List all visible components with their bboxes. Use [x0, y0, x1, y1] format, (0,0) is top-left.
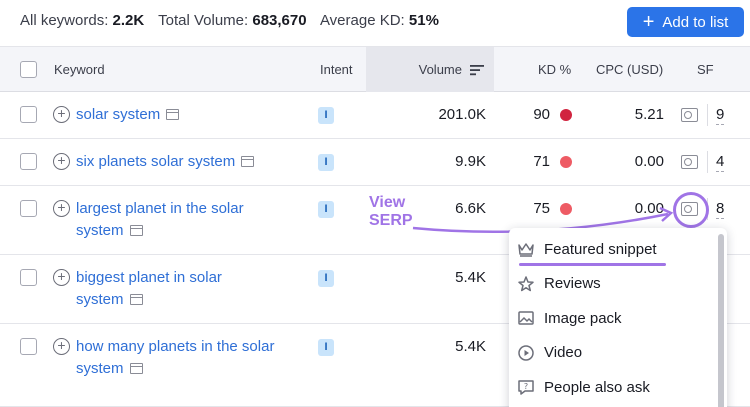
featured-snippet-underline — [519, 263, 666, 266]
serp-feature-item[interactable]: Video — [517, 338, 582, 368]
add-to-list-button[interactable]: + Add to list — [627, 7, 744, 37]
serp-feature-item[interactable]: Featured snippet — [517, 234, 657, 264]
serp-feature-label: Image pack — [544, 309, 622, 327]
add-keyword-icon[interactable]: + — [53, 200, 70, 217]
view-serp-icon[interactable] — [681, 108, 698, 122]
keyword-line: largest planet in the solar — [76, 200, 244, 217]
play-icon — [517, 344, 535, 362]
keywords-count: 2.2K — [112, 12, 145, 29]
serp-feature-item[interactable]: Reviews — [517, 269, 601, 299]
open-tab-icon[interactable] — [129, 294, 143, 305]
view-serp-line1: View — [369, 194, 406, 211]
keyword-link[interactable]: six planets solar system — [76, 151, 306, 173]
keyword-line: biggest planet in solar — [76, 269, 222, 286]
table-row: + solar system I 201.0K 90 5.21 9 — [0, 92, 750, 139]
keyword-line: six planets solar system — [76, 153, 236, 170]
column-volume-label: Volume — [418, 62, 462, 77]
add-keyword-icon[interactable]: + — [53, 106, 70, 123]
keywords-label: All keywords: — [20, 12, 109, 29]
open-tab-icon[interactable] — [241, 156, 255, 167]
select-all-checkbox[interactable] — [20, 61, 37, 78]
column-kd[interactable]: KD % — [538, 62, 572, 77]
table-row: + six planets solar system I 9.9K 71 0.0… — [0, 139, 750, 186]
serp-feature-item[interactable]: Image pack — [517, 303, 622, 333]
serp-feature-label: People also ask — [544, 378, 650, 396]
table-header: Keyword Intent Volume KD % CPC (USD) SF — [0, 46, 750, 92]
kd-value: 90 — [533, 106, 550, 123]
average-kd: 51% — [408, 12, 439, 29]
intent-badge: I — [318, 107, 334, 124]
open-tab-icon[interactable] — [129, 225, 143, 236]
dropdown-scrollbar[interactable] — [718, 234, 724, 407]
volume-value: 5.4K — [455, 338, 486, 355]
star-icon — [517, 275, 535, 293]
keyword-link[interactable]: solar system — [76, 104, 306, 126]
column-volume[interactable]: Volume — [366, 47, 494, 92]
keyword-link[interactable]: largest planet in the solar system — [76, 198, 306, 242]
serp-feature-label: Reviews — [544, 275, 601, 292]
cpc-value: 5.21 — [634, 106, 664, 123]
serp-feature-label: Featured snippet — [544, 240, 657, 258]
view-serp-line2: SERP — [369, 212, 413, 229]
column-keyword[interactable]: Keyword — [54, 62, 105, 77]
row-checkbox[interactable] — [20, 269, 37, 286]
sf-count[interactable]: 9 — [716, 106, 725, 125]
keyword-line: system — [76, 291, 124, 308]
intent-badge: I — [318, 154, 334, 171]
kd-value: 71 — [533, 153, 550, 170]
question-icon: ? — [517, 378, 535, 396]
crown-icon — [517, 240, 535, 258]
sf-count[interactable]: 4 — [716, 153, 725, 172]
plus-icon: + — [642, 11, 655, 33]
sf-divider — [707, 151, 708, 173]
kd-difficulty-dot — [560, 156, 572, 168]
intent-badge: I — [318, 201, 334, 218]
add-to-list-label: Add to list — [662, 13, 729, 31]
intent-badge: I — [318, 339, 334, 356]
sf-divider — [707, 104, 708, 126]
cpc-value: 0.00 — [634, 153, 664, 170]
kd-difficulty-dot — [560, 109, 572, 121]
view-serp-annotation: View SERP — [369, 194, 413, 230]
volume-value: 6.6K — [455, 200, 486, 217]
serp-feature-label: Video — [544, 344, 583, 361]
svg-text:?: ? — [524, 382, 528, 391]
add-keyword-icon[interactable]: + — [53, 269, 70, 286]
sf-count[interactable]: 8 — [716, 200, 725, 219]
open-tab-icon[interactable] — [129, 363, 143, 374]
intent-badge: I — [318, 270, 334, 287]
keyword-link[interactable]: how many planets in the solar system — [76, 336, 306, 380]
keyword-line: how many planets in the solar — [76, 338, 275, 355]
total-volume: 683,670 — [252, 12, 307, 29]
serp-highlight-ring — [673, 192, 709, 228]
keyword-line: solar system — [76, 106, 161, 123]
keyword-line: system — [76, 360, 124, 377]
kd-label: Average KD: — [319, 12, 405, 29]
column-intent[interactable]: Intent — [320, 62, 353, 77]
view-serp-icon[interactable] — [681, 155, 698, 169]
cpc-value: 0.00 — [634, 200, 664, 217]
volume-value: 5.4K — [455, 269, 486, 286]
row-checkbox[interactable] — [20, 106, 37, 123]
column-sf[interactable]: SF — [697, 62, 714, 77]
volume-value: 9.9K — [455, 153, 486, 170]
keyword-line: system — [76, 222, 124, 239]
keyword-link[interactable]: biggest planet in solar system — [76, 267, 306, 311]
image-icon — [517, 309, 535, 327]
open-tab-icon[interactable] — [166, 109, 180, 120]
row-checkbox[interactable] — [20, 338, 37, 355]
row-checkbox[interactable] — [20, 153, 37, 170]
kd-difficulty-dot — [560, 203, 572, 215]
kd-value: 75 — [533, 200, 550, 217]
serp-features-dropdown: Featured snippet Reviews Image pack Vide… — [509, 228, 727, 407]
summary-bar: All keywords: 2.2K Total Volume: 683,670… — [20, 12, 449, 29]
column-cpc[interactable]: CPC (USD) — [596, 62, 664, 77]
volume-value: 201.0K — [438, 106, 486, 123]
volume-label: Total Volume: — [158, 12, 249, 29]
add-keyword-icon[interactable]: + — [53, 338, 70, 355]
add-keyword-icon[interactable]: + — [53, 153, 70, 170]
serp-feature-item[interactable]: ? People also ask — [517, 372, 650, 402]
row-checkbox[interactable] — [20, 200, 37, 217]
sort-icon — [470, 64, 484, 75]
